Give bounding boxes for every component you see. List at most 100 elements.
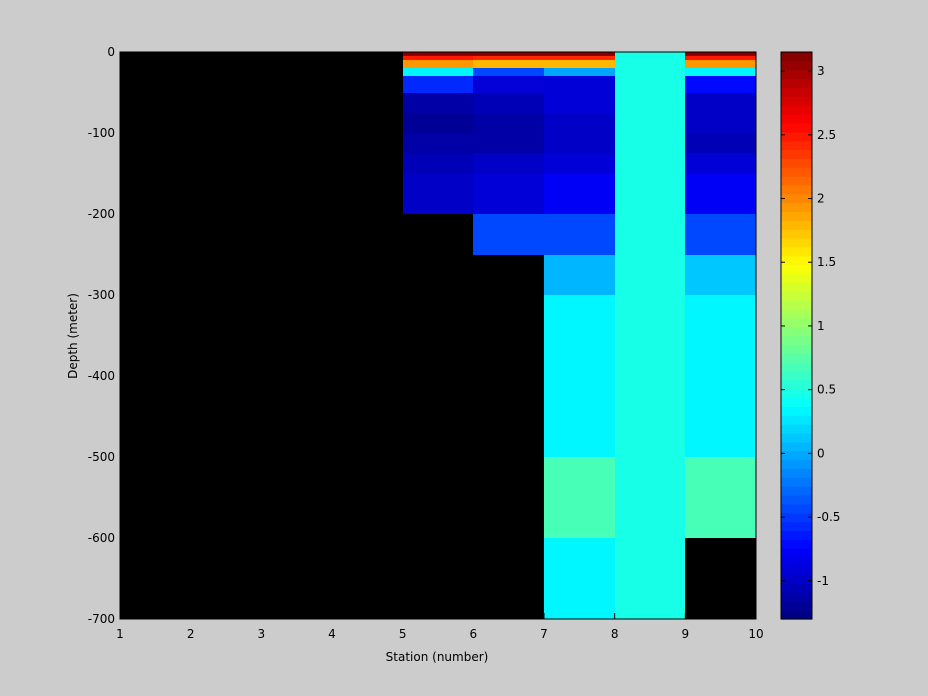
y-tick-label: -500 [88,450,115,464]
heatmap-cell [544,133,615,153]
y-tick-label: -400 [88,369,115,383]
heatmap-cell [685,214,756,255]
colorbar-tick-label: 0.5 [817,383,836,397]
colorbar-swatch [781,379,812,390]
heatmap-cell [544,113,615,133]
colorbar-swatch [781,592,812,602]
heatmap-cell [473,214,544,255]
colorbar-swatch [781,388,812,399]
colorbar-swatch [781,211,812,221]
colorbar-swatch [781,424,812,434]
x-tick-label: 1 [116,627,124,641]
heatmap-cell [544,295,615,376]
colorbar-tick-label: 1 [817,319,825,333]
colorbar-swatch [781,370,812,381]
y-tick-label: -200 [88,207,115,221]
colorbar: -1 -0.5 0 0.5 1 1.5 2 2.5 3 [780,51,840,620]
colorbar-swatch [781,282,812,292]
colorbar-swatch [781,308,812,319]
heatmap-cell [473,153,544,174]
heatmap-cell [403,56,473,60]
x-tick-label: 6 [470,627,478,641]
heatmap-cell [615,56,685,60]
x-tick-label: 7 [540,627,548,641]
heatmap-cell [685,68,756,76]
colorbar-swatch [781,459,812,469]
colorbar-swatch [781,60,812,71]
colorbar-swatch [781,291,812,301]
heatmap-cell [544,153,615,174]
colorbar-swatch [781,362,812,372]
heatmap-cell [615,457,685,538]
heatmap-cell [685,153,756,174]
plot-frame [119,51,757,620]
colorbar-swatch [781,220,812,230]
colorbar-swatch [781,468,812,478]
heatmap-cell [473,68,544,76]
heatmap-cell [615,153,685,174]
y-axis-label: Depth (meter) [66,293,80,379]
colorbar-swatch [781,264,812,275]
colorbar-swatch [781,565,812,576]
colorbar-tick-label: -1 [817,574,829,588]
heatmap-cell [544,174,615,214]
colorbar-swatch [781,326,812,337]
colorbar-swatch [781,530,812,540]
heatmap-cell [403,76,473,93]
colorbar-swatch [781,105,812,115]
colorbar-swatch [781,415,812,425]
colorbar-swatch [781,69,812,80]
heatmap-cell [473,76,544,93]
heatmap-cell [544,457,615,538]
heatmap-cell [685,295,756,376]
x-tick-label: 9 [682,627,690,641]
colorbar-swatch [781,335,812,345]
heatmap-cell [473,52,544,56]
heatmap-cell [544,538,615,619]
heatmap-cell [685,113,756,133]
y-tick-label: -700 [88,612,115,626]
colorbar-swatch [781,114,812,124]
colorbar-frame [780,51,813,620]
colorbar-swatch [781,548,812,558]
x-axis-label: Station (number) [386,650,489,664]
heatmap-cell [615,133,685,153]
heatmap-cell [685,255,756,295]
colorbar-swatch [781,255,812,266]
colorbar-swatch [781,539,812,549]
heatmap-cell [685,133,756,153]
heatmap-cell [544,60,615,68]
heatmap-cell [615,93,685,113]
heatmap-cell [685,174,756,214]
heatmap-cell [615,538,685,619]
heatmap-cell [615,52,685,56]
colorbar-swatch [781,78,812,89]
heatmap-cell [685,457,756,538]
colorbar-swatch [781,432,812,443]
heatmap-cell [615,174,685,214]
colorbar-swatch [781,202,812,213]
colorbar-swatch [781,193,812,204]
heatmap-cell [615,76,685,93]
colorbar-swatch [781,450,812,461]
heatmap-cell [544,76,615,93]
colorbar-swatch [781,344,812,354]
y-axis: 0 -100 -200 -300 -400 -500 -600 -700 [88,45,126,626]
colorbar-swatch [781,149,812,159]
colorbar-swatch [781,512,812,523]
colorbar-swatch [781,397,812,407]
heatmap-cell [544,52,615,56]
x-tick-label: 10 [748,627,763,641]
heatmap-cell [473,60,544,68]
colorbar-swatch [781,486,812,496]
colorbar-swatch [781,601,812,611]
heatmap-cell [403,52,473,56]
y-tick-label: -600 [88,531,115,545]
colorbar-swatch [781,140,812,151]
heatmap-cell [685,93,756,113]
colorbar-swatch [781,229,812,239]
colorbar-swatch [781,246,812,257]
heatmap-cell [615,255,685,295]
heatmap-cell [685,60,756,68]
colorbar-swatch [781,158,812,168]
